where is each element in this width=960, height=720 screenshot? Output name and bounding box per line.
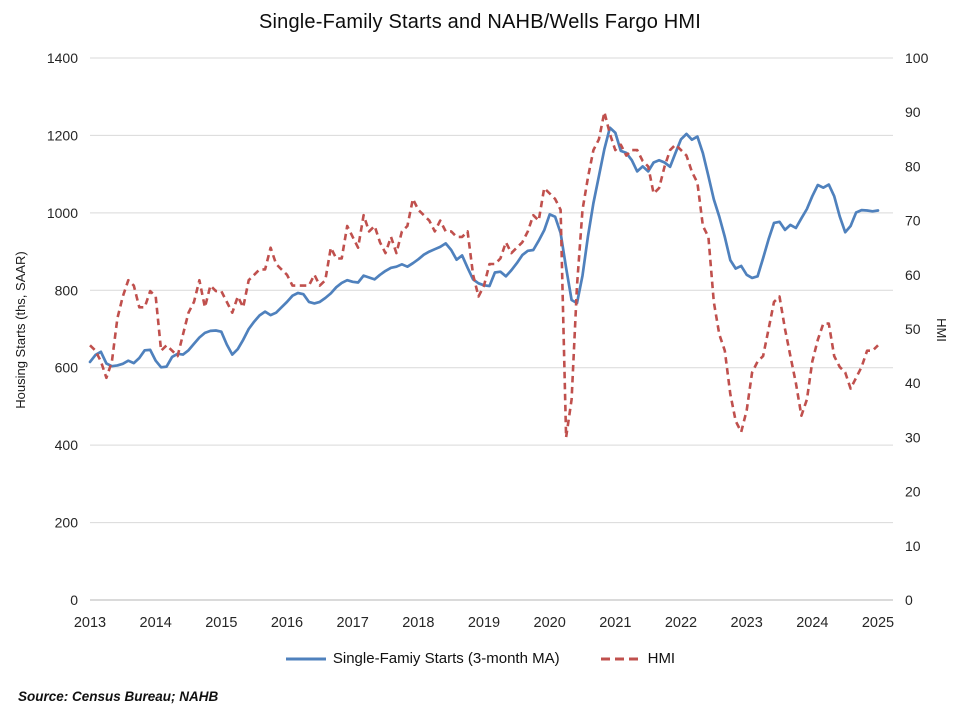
x-axis-tick-label: 2015 [205, 615, 237, 631]
starts-line [88, 126, 880, 369]
left-axis-tick-label: 600 [55, 360, 79, 376]
left-axis-tick-label: 1200 [47, 127, 78, 143]
x-axis-tick-label: 2022 [665, 615, 697, 631]
chart-legend: Single-Famiy Starts (3-month MA) HMI [0, 650, 960, 667]
legend-item-hmi: HMI [600, 650, 676, 667]
legend-label-starts: Single-Famiy Starts (3-month MA) [332, 650, 560, 667]
source-note: Source: Census Bureau; NAHB [18, 689, 219, 704]
right-axis-tick-label: 40 [905, 375, 921, 391]
data-series [88, 110, 880, 439]
left-axis-title: Housing Starts (ths, SAAR) [13, 251, 28, 409]
starts-line-swatch-icon [285, 657, 326, 660]
legend-item-starts: Single-Famiy Starts (3-month MA) [285, 650, 560, 667]
left-axis-tick-label: 0 [70, 592, 78, 608]
chart-title: Single-Family Starts and NAHB/Wells Farg… [258, 11, 702, 33]
right-axis-tick-label: 90 [905, 104, 921, 120]
right-axis-tick-label: 80 [905, 158, 921, 174]
left-axis-tick-labels: 0 200 400 600 800 1000 1200 1400 [47, 50, 78, 608]
right-axis-tick-label: 20 [905, 484, 921, 500]
x-axis-tick-label: 2016 [271, 615, 303, 631]
x-axis-tick-label: 2014 [140, 615, 172, 631]
x-axis-tick-label: 2021 [599, 615, 631, 631]
left-axis-tick-label: 400 [55, 437, 79, 453]
right-axis-tick-label: 70 [905, 213, 921, 229]
x-axis-tick-label: 2025 [862, 615, 894, 631]
hmi-line-swatch-icon [600, 657, 641, 660]
right-axis-tick-label: 50 [905, 321, 921, 337]
left-axis-tick-label: 1400 [47, 50, 78, 66]
legend-label-hmi: HMI [647, 650, 676, 667]
x-axis-tick-label: 2020 [534, 615, 566, 631]
right-axis-tick-label: 30 [905, 429, 921, 445]
x-axis-tick-label: 2018 [402, 615, 434, 631]
right-axis-tick-label: 100 [905, 50, 929, 66]
right-axis-tick-label: 0 [905, 592, 913, 608]
right-axis-title: HMI [934, 318, 949, 342]
x-axis-tick-label: 2013 [74, 615, 106, 631]
right-axis-tick-labels: 0 10 20 30 40 50 60 70 80 90 100 [905, 50, 929, 608]
x-axis-tick-label: 2024 [796, 615, 828, 631]
left-axis-tick-label: 800 [55, 282, 79, 298]
right-axis-tick-label: 10 [905, 538, 921, 554]
left-axis-tick-label: 200 [55, 515, 79, 531]
right-axis-tick-label: 60 [905, 267, 921, 283]
left-axis-tick-label: 1000 [47, 205, 78, 221]
hmi-line [89, 110, 879, 439]
x-axis-tick-label: 2023 [731, 615, 763, 631]
gridlines [90, 57, 893, 601]
x-axis-tick-labels: 2013 2014 2015 2016 2017 2018 2019 2020 2021 2022… [74, 615, 894, 631]
x-axis-tick-label: 2019 [468, 615, 500, 631]
x-axis-tick-label: 2017 [337, 615, 369, 631]
